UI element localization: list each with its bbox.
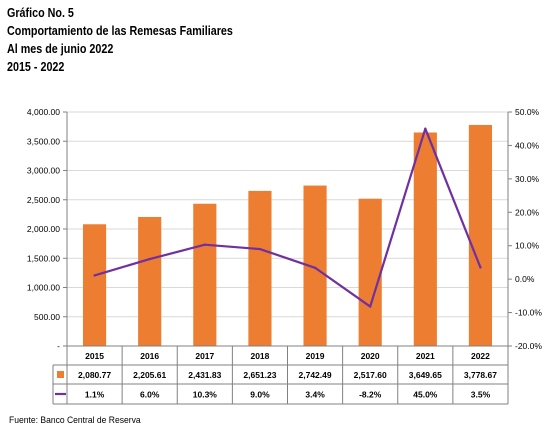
- bar-2022: [468, 124, 493, 346]
- left-tick-label: 3,000.00: [27, 166, 60, 176]
- bar-value-label: 3,649.65: [409, 370, 442, 380]
- bar-2015: [82, 224, 107, 346]
- gridlines: [67, 111, 508, 318]
- bar-2021: [413, 132, 437, 346]
- growth-point-2015: [93, 274, 96, 277]
- chart-title: Comportamiento de las Remesas Familiares: [7, 24, 233, 38]
- growth-point-2016: [148, 257, 151, 261]
- left-tick-label: 3,500.00: [27, 136, 60, 146]
- right-tick-label: 40.0%: [515, 140, 540, 150]
- bar-series: [82, 124, 493, 346]
- growth-value-label: 1.1%: [85, 390, 105, 400]
- left-tick-label: 500.00: [34, 312, 60, 322]
- source-note: Fuente: Banco Central de Reserva: [9, 415, 141, 426]
- chart-subtitle: Al mes de junio 2022: [7, 42, 114, 56]
- right-tick-label: 50.0%: [515, 107, 540, 117]
- growth-value-label: 9.0%: [250, 390, 270, 400]
- bar-2020: [358, 198, 382, 346]
- category-label: 2019: [306, 351, 325, 361]
- growth-line: [94, 127, 482, 308]
- left-tick-label: 1,000.00: [27, 283, 60, 293]
- growth-value-label: 45.0%: [413, 390, 438, 400]
- bar-value-label: 2,742.49: [299, 370, 332, 380]
- left-tick-label: -: [57, 341, 60, 351]
- chart-number: Gráfico No. 5: [7, 6, 74, 20]
- right-axis: -20.0% -10.0% 0.0% 10.0% 20.0% 30.0% 40.0% 50.0…: [507, 107, 542, 351]
- bar-value-label: 2,651.23: [243, 370, 276, 380]
- growth-point-2022: [479, 266, 482, 269]
- growth-value-label: 3.5%: [471, 390, 491, 400]
- right-tick-label: 20.0%: [515, 207, 540, 217]
- growth-value-label: -8.2%: [359, 390, 382, 400]
- chart-period: 2015 - 2022: [7, 60, 65, 74]
- bar-value-label: 2,517.60: [354, 370, 387, 380]
- left-axis: - 500.00 1,000.00 1,500.00 2,000.00 2,500.00 3…: [27, 107, 68, 351]
- growth-value-label: 10.3%: [193, 390, 218, 400]
- bar-legend-key: [57, 371, 64, 378]
- category-label: 2020: [361, 351, 380, 361]
- right-tick-label: -10.0%: [515, 308, 542, 318]
- bar-value-label: 2,431.83: [188, 370, 221, 380]
- left-tick-label: 4,000.00: [27, 107, 60, 117]
- data-table: 2015 2,080.77 1.1% 2016 2,205.61 6.0% 2017 2,43…: [52, 345, 509, 405]
- right-tick-label: -20.0%: [515, 341, 542, 351]
- bar-2018: [248, 190, 272, 346]
- growth-point-2020: [368, 305, 372, 308]
- category-label: 2021: [416, 351, 435, 361]
- left-tick-label: 1,500.00: [27, 253, 60, 263]
- bar-2019: [303, 185, 327, 346]
- category-label: 2016: [140, 351, 159, 361]
- growth-point-2017: [203, 243, 207, 246]
- category-label: 2017: [195, 351, 214, 361]
- bar-2016: [138, 216, 162, 346]
- bar-value-label: 2,205.61: [133, 370, 166, 380]
- right-tick-label: 30.0%: [515, 174, 540, 184]
- bar-2017: [193, 203, 217, 346]
- growth-point-2019: [313, 266, 317, 269]
- growth-line-series: [93, 127, 482, 308]
- bar-value-label: 3,778.67: [464, 370, 497, 380]
- category-label: 2018: [250, 351, 269, 361]
- growth-point-2021: [424, 127, 427, 130]
- left-tick-label: 2,500.00: [27, 195, 60, 205]
- right-tick-label: 0.0%: [515, 274, 535, 284]
- growth-value-label: 3.4%: [305, 390, 325, 400]
- growth-value-label: 6.0%: [140, 390, 160, 400]
- right-tick-label: 10.0%: [515, 241, 540, 251]
- category-label: 2022: [471, 351, 490, 361]
- chart-title-block: Gráfico No. 5 Comportamiento de las Reme…: [7, 4, 270, 76]
- category-label: 2015: [85, 351, 104, 361]
- growth-point-2018: [258, 247, 262, 251]
- left-tick-label: 2,000.00: [27, 224, 60, 234]
- bar-value-label: 2,080.77: [78, 370, 111, 380]
